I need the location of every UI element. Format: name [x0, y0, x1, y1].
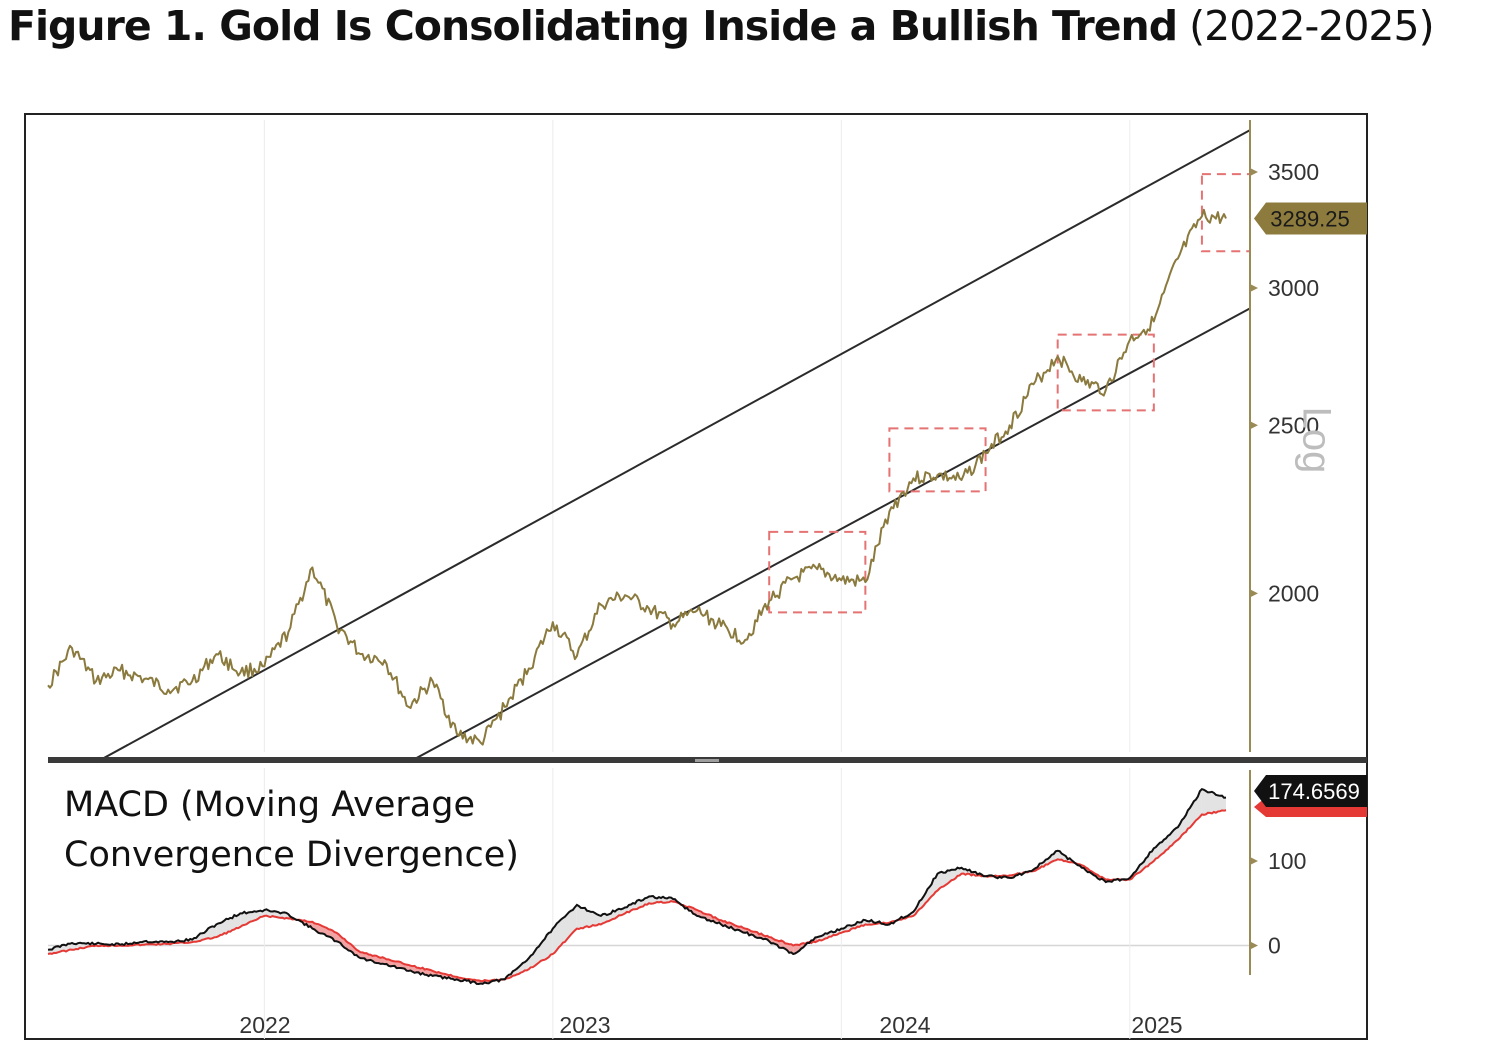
price-tick-label: 2500: [1268, 412, 1319, 438]
macd-divergence-fill: [600, 907, 625, 925]
gold-price-line: [47, 208, 1227, 746]
time-axis-label: 2024: [879, 1012, 930, 1038]
macd-axis: 0 100: [1249, 770, 1306, 975]
price-tick-mark: [1250, 421, 1258, 430]
consolidation-box: [768, 530, 867, 614]
trend-channel: [95, 129, 1251, 764]
price-tick-label: 3000: [1268, 275, 1319, 301]
chart-frame: [24, 113, 1368, 1040]
macd-line: [47, 787, 1227, 986]
macd-tick-mark: [1250, 941, 1258, 950]
macd-last-value-tag: 174.6569: [1254, 775, 1367, 817]
time-axis-label: 2025: [1131, 1012, 1182, 1038]
macd-series: [47, 787, 1227, 986]
macd-divergence-fill: [360, 952, 385, 965]
price-tick-label: 3500: [1268, 159, 1319, 185]
price-series: [47, 208, 1227, 746]
time-axis-label: 2023: [559, 1012, 610, 1038]
panel-divider-grip[interactable]: [695, 759, 719, 762]
macd-gridlines: [48, 768, 1250, 1039]
consolidation-boxes: [768, 173, 1252, 614]
macd-tick-label: 100: [1268, 848, 1306, 874]
price-axis: 2000 2500 3000 3500: [1249, 120, 1319, 752]
macd-value-tag-shape: [1254, 775, 1367, 807]
figure-title-years: (2022-2025): [1177, 2, 1434, 50]
price-tick-mark: [1250, 167, 1258, 176]
macd-divergence-fill: [1153, 827, 1178, 861]
price-tick-mark: [1250, 589, 1258, 598]
macd-divergence-fill: [1201, 789, 1226, 815]
consolidation-box: [888, 427, 987, 493]
price-tick-label: 2000: [1268, 580, 1319, 606]
figure-title-main: Figure 1. Gold Is Consolidating Inside a…: [8, 2, 1178, 50]
trend-channel-lower-line: [408, 307, 1251, 764]
price-tick-mark: [1250, 284, 1258, 293]
macd-title-line-2: Convergence Divergence): [64, 835, 519, 875]
trend-channel-upper-line: [95, 129, 1251, 764]
macd-divergence-fill: [408, 964, 433, 976]
price-gridlines: [263, 120, 1131, 752]
price-value-tag-shape: [1254, 202, 1367, 235]
macd-divergence-fill: [576, 904, 601, 929]
consolidation-box: [1200, 173, 1252, 253]
macd-divergence-fill: [528, 928, 553, 970]
time-axis-label: 2022: [239, 1012, 290, 1038]
macd-tick-mark: [1250, 856, 1258, 865]
macd-tick-label: 0: [1268, 933, 1281, 959]
macd-divergence-fill: [216, 913, 241, 938]
price-value-tag-label: 3289.25: [1270, 207, 1350, 232]
figure-title: Figure 1. Gold Is Consolidating Inside a…: [8, 2, 1502, 62]
macd-title-line-1: MACD (Moving Average: [64, 785, 475, 825]
macd-divergence-fill: [1177, 789, 1202, 840]
time-axis: 2022 2023 2024 2025: [239, 1012, 1182, 1038]
macd-value-tag-label: 174.6569: [1268, 779, 1360, 804]
macd-divergence-fill: [552, 904, 577, 954]
price-last-value-tag: 3289.25: [1254, 202, 1367, 235]
consolidation-box: [1056, 333, 1155, 412]
price-scale-type: Log: [1294, 407, 1338, 474]
